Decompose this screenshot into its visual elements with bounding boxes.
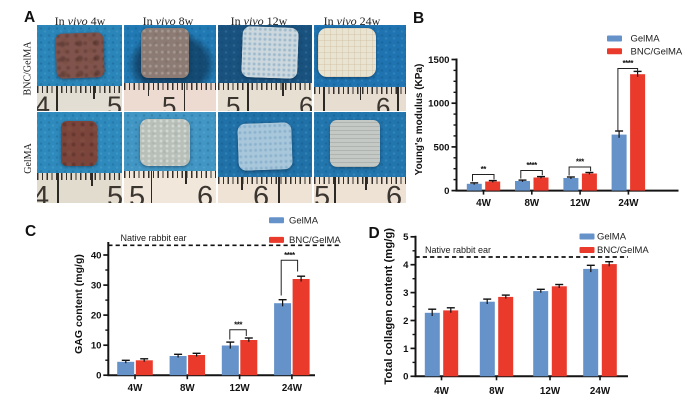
svg-text:BNC/GelMA: BNC/GelMA (631, 46, 683, 57)
svg-text:4W: 4W (434, 386, 449, 397)
svg-text:***: *** (234, 320, 243, 329)
svg-text:24W: 24W (590, 386, 611, 397)
svg-text:12W: 12W (230, 383, 251, 394)
svg-text:4W: 4W (128, 383, 143, 394)
svg-text:GelMA: GelMA (289, 216, 319, 227)
svg-text:8W: 8W (524, 198, 539, 209)
svg-text:Young's modulus (KPa): Young's modulus (KPa) (414, 64, 425, 176)
svg-text:0: 0 (403, 372, 408, 383)
svg-text:BNC/GelMA: BNC/GelMA (289, 235, 341, 246)
svg-text:0: 0 (96, 371, 101, 382)
svg-text:24W: 24W (618, 198, 639, 209)
svg-text:1: 1 (403, 344, 409, 355)
svg-text:4W: 4W (476, 198, 491, 209)
svg-text:8W: 8W (489, 386, 504, 397)
svg-text:500: 500 (433, 142, 449, 153)
svg-text:Native rabbit ear: Native rabbit ear (121, 233, 187, 243)
svg-text:0: 0 (444, 186, 449, 197)
svg-text:20: 20 (91, 311, 102, 322)
svg-text:Total collagen content (mg/g): Total collagen content (mg/g) (383, 228, 395, 385)
svg-text:12W: 12W (540, 386, 561, 397)
svg-text:4: 4 (403, 260, 409, 271)
svg-text:24W: 24W (282, 383, 303, 394)
svg-text:5: 5 (403, 232, 409, 243)
svg-text:2: 2 (403, 316, 408, 327)
svg-text:****: **** (526, 161, 538, 170)
svg-text:D: D (369, 225, 380, 242)
svg-text:B: B (413, 10, 424, 27)
svg-text:BNC/GelMA: BNC/GelMA (597, 245, 649, 256)
svg-text:30: 30 (91, 281, 102, 292)
svg-text:10: 10 (91, 341, 102, 352)
svg-text:3: 3 (403, 288, 408, 299)
svg-text:40: 40 (91, 250, 102, 261)
svg-text:GelMA: GelMA (597, 232, 627, 243)
svg-text:12W: 12W (570, 198, 591, 209)
svg-text:1500: 1500 (428, 55, 449, 66)
svg-text:****: **** (284, 251, 296, 260)
svg-text:Native rabbit ear: Native rabbit ear (425, 245, 491, 255)
svg-text:C: C (25, 223, 36, 240)
svg-text:**: ** (481, 165, 488, 174)
svg-text:GelMA: GelMA (631, 34, 661, 45)
svg-text:GAG content (mg/g): GAG content (mg/g) (73, 254, 85, 354)
svg-text:***: *** (576, 158, 585, 167)
svg-text:****: **** (623, 59, 635, 68)
svg-text:1000: 1000 (428, 99, 449, 110)
svg-text:8W: 8W (180, 383, 195, 394)
